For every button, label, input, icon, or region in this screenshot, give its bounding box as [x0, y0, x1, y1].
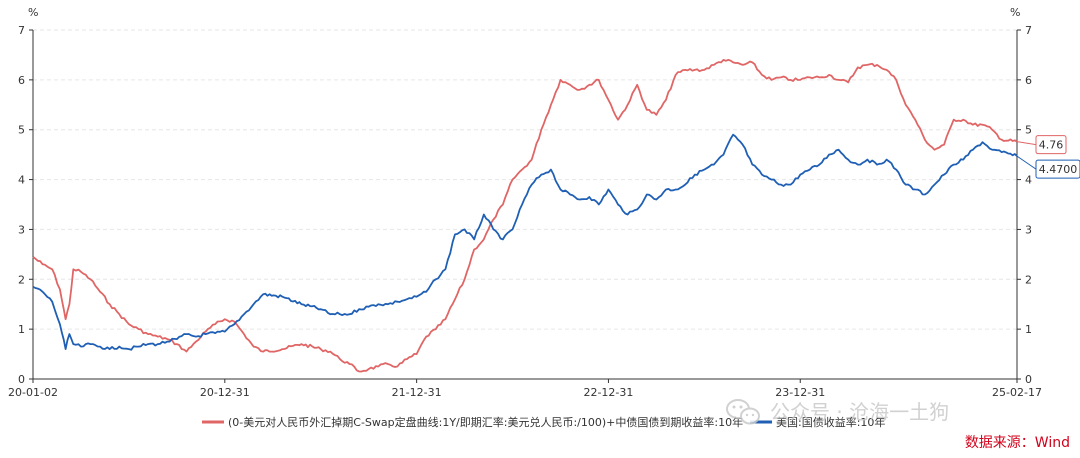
y-tick-label-left-3: 3 — [18, 223, 25, 236]
legend: (0-美元对人民币外汇掉期C-Swap定盘曲线:1Y/即期汇率:美元兑人民币:/… — [202, 415, 885, 429]
x-tick-label-1: 20-12-31 — [200, 386, 250, 399]
x-tick-label-3: 22-12-31 — [583, 386, 633, 399]
x-tick-label-4: 23-12-31 — [775, 386, 825, 399]
y-tick-label-left-5: 5 — [18, 124, 25, 137]
y-tick-label-left-7: 7 — [18, 24, 25, 37]
wechat-icon — [726, 399, 760, 425]
series-line-1 — [32, 133, 1018, 351]
y-tick-label-right-3: 3 — [1025, 223, 1032, 236]
end-flag-connector-1 — [1016, 155, 1037, 170]
watermark: 公众号 · 沧海一土狗 — [726, 399, 949, 425]
y-tick-label-left-6: 6 — [18, 74, 25, 87]
end-flag-label-1: 4.4700 — [1039, 163, 1078, 176]
legend-label-series-1: 美国:国债收益率:10年 — [776, 415, 885, 429]
y-ticks-left: 0 1 2 3 4 5 6 7 — [18, 24, 33, 386]
source-label: 数据来源：Wind — [965, 435, 1070, 451]
end-flag-box-0 — [1035, 135, 1067, 155]
end-flag-box-1 — [1035, 159, 1080, 179]
y-tick-label-left-1: 1 — [18, 323, 25, 336]
series-line-0 — [32, 58, 1018, 373]
x-ticks: 20-01-02 20-12-31 21-12-31 22-12-31 23-12-31… — [8, 379, 1042, 399]
end-flag-label-0: 4.76 — [1039, 139, 1064, 152]
y-tick-label-right-7: 7 — [1025, 24, 1032, 37]
y-unit-left: % — [28, 6, 38, 19]
y-tick-label-left-2: 2 — [18, 273, 25, 286]
y-unit-right: % — [1010, 6, 1020, 19]
y-tick-label-right-2: 2 — [1025, 273, 1032, 286]
y-tick-label-right-1: 1 — [1025, 323, 1032, 336]
y-tick-label-right-5: 5 — [1025, 124, 1032, 137]
x-tick-label-5: 25-02-17 — [992, 386, 1042, 399]
watermark-text: 公众号 · 沧海一土狗 — [770, 400, 949, 424]
y-tick-label-left-0: 0 — [18, 373, 25, 386]
legend-label-series-0: (0-美元对人民币外汇掉期C-Swap定盘曲线:1Y/即期汇率:美元兑人民币:/… — [228, 415, 743, 429]
end-value-flags: 4.76 4.4700 — [1016, 135, 1080, 179]
x-tick-label-2: 21-12-31 — [392, 386, 442, 399]
grid-lines — [33, 29, 1017, 330]
y-tick-label-right-0: 0 — [1025, 373, 1032, 386]
x-tick-label-0: 20-01-02 — [8, 386, 58, 399]
y-tick-label-right-6: 6 — [1025, 74, 1032, 87]
y-ticks-right: 0 1 2 3 4 5 6 7 — [1017, 24, 1032, 386]
y-tick-label-left-4: 4 — [18, 174, 25, 187]
end-flag-connector-0 — [1016, 141, 1037, 146]
series-lines — [32, 58, 1018, 373]
axes: % % — [28, 6, 1020, 380]
y-tick-label-right-4: 4 — [1025, 174, 1032, 187]
